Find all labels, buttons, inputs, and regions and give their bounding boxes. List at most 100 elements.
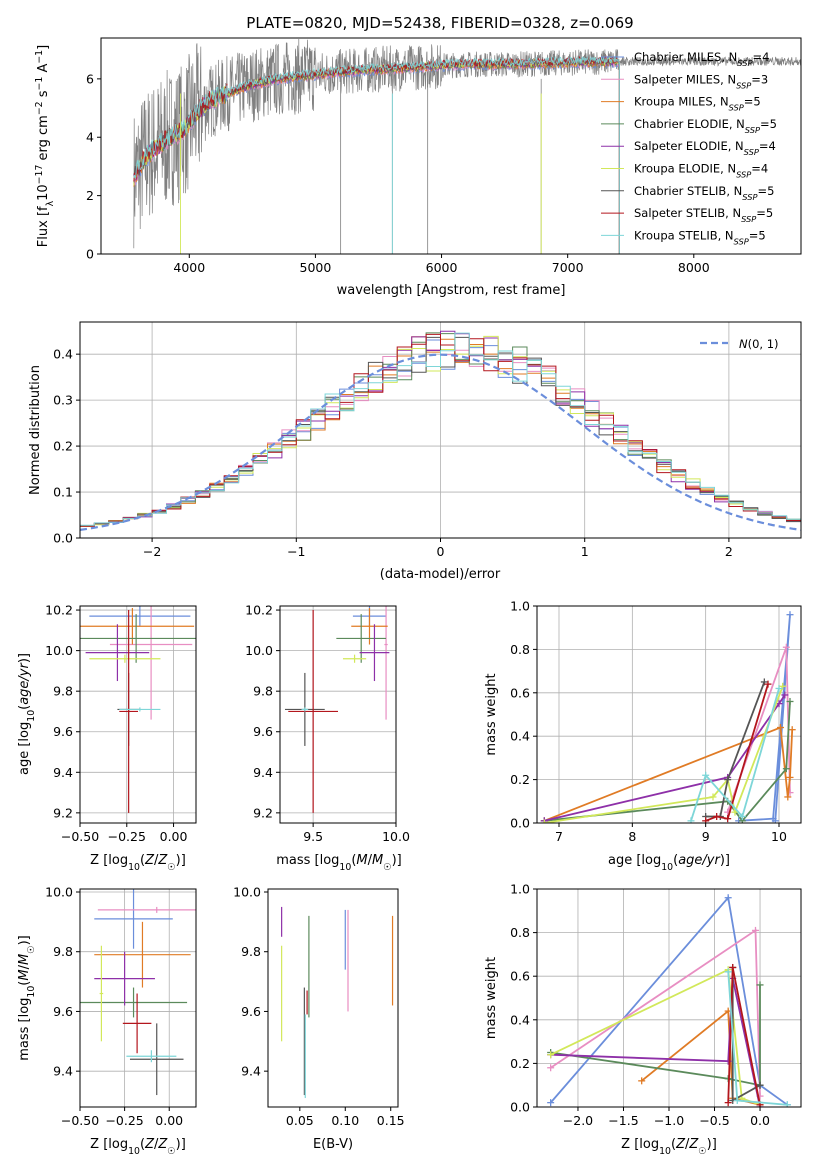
legend-label: Kroupa ELODIE, NSSP=4 [634, 162, 768, 180]
histogram-kroupa-stelib [80, 332, 801, 528]
mass-vs-Z-x-label-part: Z [log [90, 1137, 128, 1152]
mass-vs-EBV-x-label: E(B-V) [313, 1137, 353, 1152]
x-tick-label: 2 [725, 544, 733, 559]
mass-vs-Z-y-label-part: ( [17, 981, 32, 986]
weight-vs-age-x-label-part: 10 [661, 862, 673, 873]
age-vs-Z-y-label-part: )] [17, 653, 32, 663]
plot-area [80, 330, 801, 531]
weight-vs-Z-y-label: mass weight [484, 957, 499, 1039]
mass-vs-Z-y-label-part: M [17, 954, 32, 965]
axes-frame [79, 605, 197, 824]
x-tick-label: 5000 [300, 260, 332, 275]
plot-area [80, 889, 196, 1096]
spectrum-y-label-part: ] [36, 45, 51, 50]
y-tick-label: 0.2 [510, 772, 530, 787]
weight-vs-Z-x-label-part: ☉ [698, 1146, 706, 1157]
legend-label-part: SSP [744, 147, 759, 157]
x-tick-label: −0.50 [61, 829, 99, 844]
weight-vs-Z-x-label-part: Z [688, 1137, 699, 1152]
y-tick-label: 10.0 [245, 643, 273, 658]
y-tick-label: 9.6 [241, 1004, 261, 1019]
legend-label-part: =4 [759, 139, 776, 153]
y-tick-label: 1.0 [510, 882, 530, 897]
weight-line-kroupa-stelib [690, 688, 780, 822]
mass-vs-Z-x-label-part: / [154, 1137, 159, 1152]
y-tick-label: 0.8 [510, 642, 530, 657]
age-vs-Z-x-label: Z [log10(Z/Z☉)] [90, 853, 186, 873]
legend-label-part: =5 [756, 206, 773, 220]
model-spectrum-kroupa-stelib [133, 55, 620, 179]
legend-label-part: =5 [744, 95, 761, 109]
weight-line-chabrier-elodie [544, 701, 791, 823]
legend-label-part: SSP [736, 80, 751, 90]
legend-label-part: Kroupa MILES, N [634, 95, 729, 109]
x-tick-label: 9 [702, 829, 710, 844]
spectrum-y-label: Flux [fλ10−17 erg cm−2 s−1 A−1] [34, 45, 56, 247]
age-vs-Z-y-label: age [log10(age/yr)] [17, 653, 37, 775]
weight-vs-Z-x-label-part: / [685, 1137, 690, 1152]
x-tick-label: 10 [771, 829, 787, 844]
weight-line-chabrier-miles [550, 895, 788, 1106]
spectrum-y-label-part: −17 [34, 165, 45, 185]
legend-label: Chabrier ELODIE, NSSP=5 [634, 117, 777, 135]
weight-vs-Z-x-label-part: Z [log [621, 1137, 659, 1152]
y-tick-label: 4 [86, 130, 94, 145]
y-tick-label: 9.6 [253, 724, 273, 739]
legend-label-part: Kroupa STELIB, N [634, 228, 734, 242]
x-tick-label: 1 [581, 544, 589, 559]
legend-label-part: N [739, 337, 748, 351]
legend-label-part: =5 [749, 228, 766, 242]
x-tick-label: −0.25 [105, 1113, 143, 1128]
y-tick-label: 10.0 [45, 643, 73, 658]
y-tick-label: 9.2 [53, 805, 73, 820]
legend-label-part: SSP [736, 170, 751, 180]
mass-vs-Z-y-label-part: M [17, 969, 32, 980]
legend-label: Salpeter ELODIE, NSSP=4 [634, 139, 776, 157]
legend-label-part: SSP [729, 103, 744, 113]
legend-label-part: SSP [742, 192, 757, 202]
age-vs-mass-x-label-part: )] [392, 853, 402, 868]
mass-vs-Z-axes: −0.50 −0.25 0.009.49.69.810.0Z [log10(Z/Z☉… [17, 884, 197, 1157]
axes-frame [267, 888, 399, 1108]
age-vs-mass-x-label-part: mass [log [276, 853, 339, 868]
y-tick-label: 10.0 [233, 884, 261, 899]
age-vs-mass-x-label-part: ☉ [383, 862, 391, 873]
age-vs-Z-y-label-part: age [log [17, 722, 32, 775]
x-tick-label: 0.05 [286, 1113, 314, 1128]
y-tick-label: 10.2 [45, 603, 73, 618]
y-tick-label: 9.6 [53, 1004, 73, 1019]
y-tick-label: 2 [86, 188, 94, 203]
age-vs-mass-x-label: mass [log10(M/M☉)] [276, 853, 402, 873]
mass-vs-Z-x-label-part: ( [140, 1137, 145, 1152]
x-tick-label: 8 [628, 829, 636, 844]
y-tick-label: 10.0 [45, 884, 73, 899]
weight-line-salpeter-elodie [544, 694, 786, 822]
age-vs-Z-x-label-part: Z [157, 853, 168, 868]
legend-label-part: Chabrier ELODIE, N [634, 117, 745, 131]
weight-line-chabrier-stelib [705, 681, 766, 818]
weight-vs-Z-x-label-part: ( [671, 1137, 676, 1152]
y-tick-label: 0 [86, 247, 94, 262]
x-tick-label: −1 [287, 544, 305, 559]
age-vs-Z-y-label-part: ( [17, 705, 32, 710]
y-tick-label: 0.8 [510, 925, 530, 940]
x-tick-label: 0 [437, 544, 445, 559]
weight-line-chabrier-miles [738, 614, 791, 822]
y-tick-label: 0.0 [53, 531, 73, 546]
x-tick-label: −2 [143, 544, 161, 559]
x-tick-label: 8000 [678, 260, 710, 275]
weight-vs-Z-x-label-part: 10 [659, 1146, 671, 1157]
x-tick-label: −0.50 [61, 1113, 99, 1128]
age-vs-mass-x-label-part: M [356, 853, 367, 868]
y-tick-label: 0.6 [510, 969, 530, 984]
legend-label: Kroupa MILES, NSSP=5 [634, 95, 761, 113]
observed-spectrum-line [133, 38, 801, 249]
spectrum-y-label-part: −2 [34, 101, 45, 115]
spectrum-y-label-part: 10 [36, 184, 51, 201]
plot-area [80, 606, 196, 813]
mass-vs-Z-y-label-part: mass [log [17, 998, 32, 1061]
figure-title: PLATE=0820, MJD=52438, FIBERID=0328, z=0… [246, 14, 633, 32]
age-vs-Z-x-label-part: 10 [128, 862, 140, 873]
age-vs-Z-x-label-part: )] [176, 853, 186, 868]
